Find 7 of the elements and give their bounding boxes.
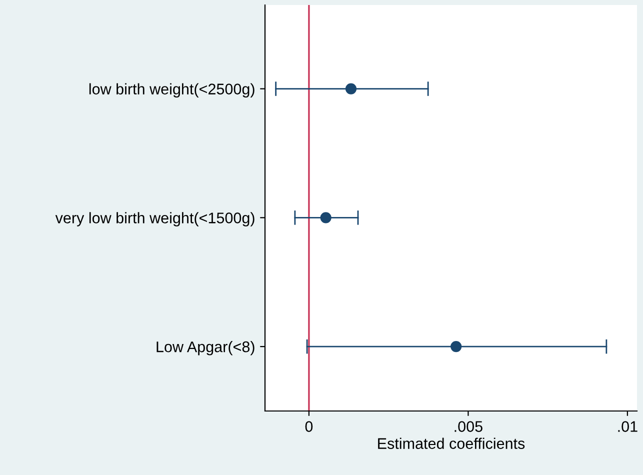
y-tick-label: Low Apgar(<8): [156, 341, 254, 356]
x-tick-label: .01: [618, 421, 638, 432]
x-axis-title: Estimated coefficients: [378, 438, 525, 449]
x-tick-label: 0: [305, 421, 313, 432]
y-tick-label: very low birth weight(<1500g): [55, 212, 254, 226]
y-tick-label: low birth weight(<2500g): [89, 83, 254, 98]
x-tick-label: .005: [454, 421, 482, 432]
